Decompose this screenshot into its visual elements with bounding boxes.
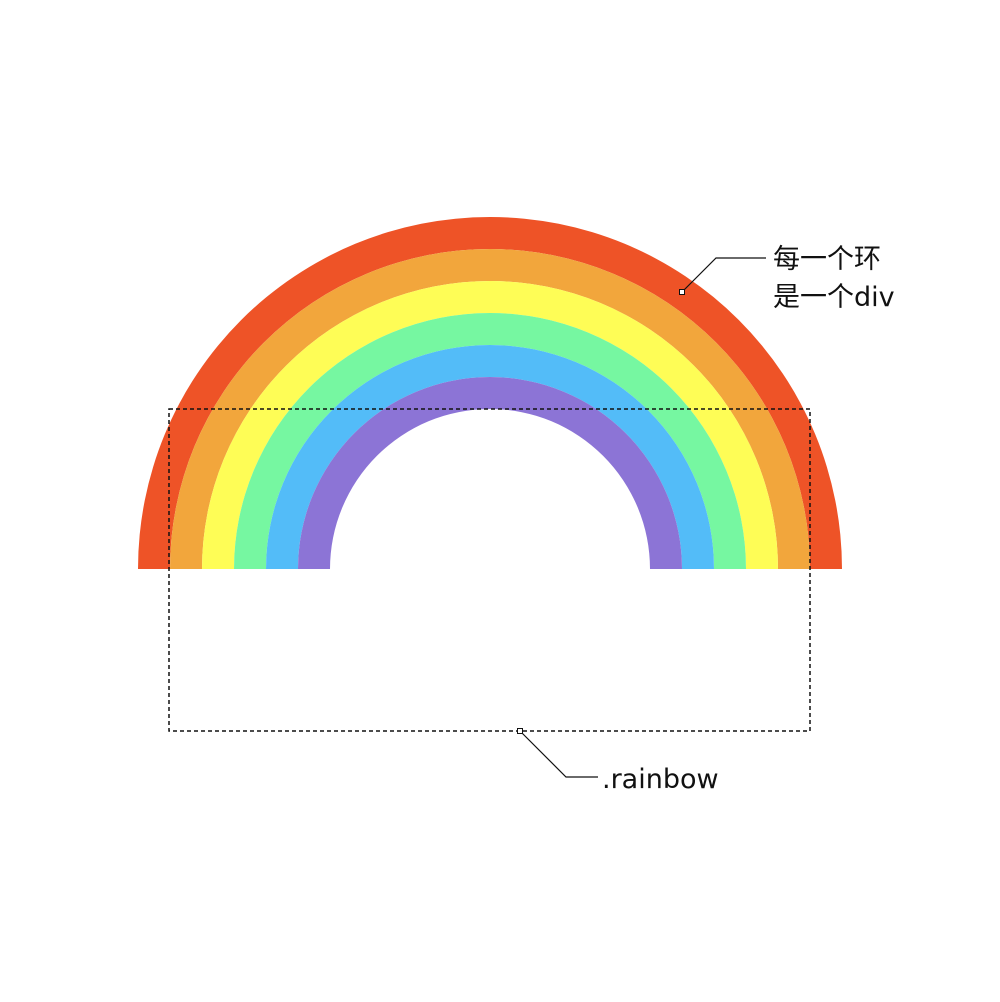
ring-annotation-line2: 是一个div xyxy=(773,282,895,313)
ring-annotation-anchor xyxy=(679,289,685,295)
rainbow-ring-orange xyxy=(170,249,810,569)
container-annotation-leader xyxy=(519,730,598,778)
container-annotation-anchor xyxy=(517,728,523,734)
container-annotation-label: .rainbow xyxy=(602,764,719,795)
ring-annotation-leader xyxy=(681,257,766,293)
rainbow-ring-green xyxy=(234,313,746,569)
rainbow-rings xyxy=(138,217,842,569)
rainbow-container-outline xyxy=(168,408,811,732)
ring-annotation-label: 每一个环 是一个div xyxy=(773,241,895,317)
rainbow-ring-purple xyxy=(298,377,682,569)
rainbow-ring-yellow xyxy=(202,281,778,569)
rainbow-ring-blue xyxy=(266,345,714,569)
ring-annotation-line1: 每一个环 xyxy=(773,244,881,275)
